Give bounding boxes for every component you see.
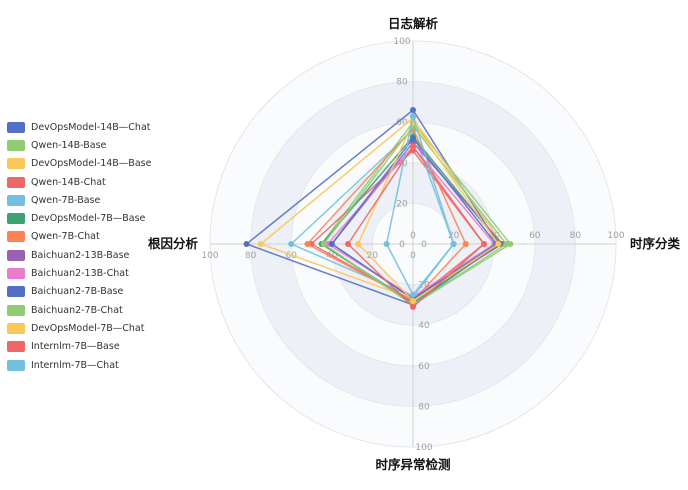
tick-label: 80	[245, 251, 257, 261]
series-point[interactable]	[462, 241, 469, 247]
legend-item[interactable]: Internlm-7B—Chat	[7, 356, 151, 374]
series-point[interactable]	[304, 241, 311, 247]
series-point[interactable]	[410, 107, 416, 114]
legend-label: Internlm-7B—Chat	[31, 359, 119, 371]
legend-swatch	[7, 341, 25, 353]
axis-name: 时序异常检测	[375, 457, 450, 472]
legend-swatch	[7, 286, 25, 298]
axis-name: 日志解析	[388, 16, 439, 31]
legend-swatch	[7, 213, 25, 225]
tick-label: 60	[396, 118, 408, 128]
series-point[interactable]	[320, 241, 327, 247]
legend-label: DevOpsModel-14B—Base	[31, 158, 152, 170]
series-point[interactable]	[257, 241, 264, 247]
series-group[interactable]	[383, 113, 457, 298]
legend-item[interactable]: Qwen-14B-Chat	[7, 173, 151, 191]
tick-label: 100	[415, 443, 432, 453]
axis-name: 时序分类	[630, 236, 681, 251]
tick-label: 20	[367, 251, 379, 261]
tick-label: 0	[421, 240, 427, 250]
legend-swatch	[7, 268, 25, 280]
legend-label: Qwen-7B-Base	[31, 194, 101, 206]
legend-label: Qwen-7B-Chat	[31, 231, 100, 243]
legend-item[interactable]: Qwen-7B-Base	[7, 191, 151, 209]
series-point[interactable]	[481, 241, 488, 247]
tick-label: 100	[201, 251, 218, 261]
legend-label: Internlm-7B—Base	[31, 341, 120, 353]
legend-item[interactable]: DevOpsModel-14B—Chat	[7, 118, 151, 136]
tick-label: 80	[570, 231, 582, 241]
legend-swatch	[7, 249, 25, 261]
legend-label: Baichuan2-13B-Base	[31, 249, 130, 261]
series-point[interactable]	[503, 241, 510, 247]
legend-swatch	[7, 322, 25, 334]
series-point[interactable]	[355, 241, 362, 247]
tick-labels: 0000202020204040404060606060808080801001…	[201, 37, 624, 453]
tick-label: 0	[410, 251, 416, 261]
series-point[interactable]	[410, 143, 416, 150]
legend-swatch	[7, 231, 25, 243]
series-point[interactable]	[410, 303, 416, 310]
series-point[interactable]	[383, 241, 390, 247]
tick-label: 80	[396, 78, 408, 88]
series-point[interactable]	[243, 241, 250, 247]
tick-label: 20	[418, 281, 430, 291]
legend-label: DevOpsModel-7B—Chat	[31, 322, 145, 334]
series-group[interactable]	[345, 143, 488, 310]
series-point[interactable]	[328, 241, 335, 247]
legend-item[interactable]: Baichuan2-13B-Base	[7, 246, 151, 264]
legend-swatch	[7, 359, 25, 371]
legend-item[interactable]: Qwen-14B-Base	[7, 136, 151, 154]
legend-swatch	[7, 139, 25, 151]
legend-swatch	[7, 194, 25, 206]
legend-swatch	[7, 158, 25, 170]
legend-item[interactable]: Baichuan2-7B-Base	[7, 283, 151, 301]
tick-label: 0	[399, 240, 405, 250]
tick-label: 40	[418, 321, 430, 331]
radar-grid	[209, 40, 617, 448]
legend-label: Baichuan2-7B-Base	[31, 286, 124, 298]
series-point[interactable]	[410, 135, 416, 142]
legend-item[interactable]: DevOpsModel-7B—Base	[7, 209, 151, 227]
series-point[interactable]	[288, 241, 295, 247]
legend-item[interactable]: DevOpsModel-14B—Base	[7, 155, 151, 173]
legend-swatch	[7, 304, 25, 316]
legend-swatch	[7, 176, 25, 188]
tick-label: 100	[393, 37, 410, 47]
legend: DevOpsModel-14B—Chat Qwen-14B-Base DevOpsM…	[7, 118, 151, 374]
legend-label: Qwen-14B-Chat	[31, 176, 106, 188]
tick-label: 100	[607, 231, 624, 241]
tick-label: 60	[418, 362, 430, 372]
legend-label: Baichuan2-13B-Chat	[31, 268, 129, 280]
legend-item[interactable]: Baichuan2-13B-Chat	[7, 264, 151, 282]
tick-label: 20	[396, 199, 408, 209]
tick-label: 60	[285, 251, 297, 261]
legend-swatch	[7, 121, 25, 133]
legend-item[interactable]: DevOpsModel-7B—Chat	[7, 319, 151, 337]
series-point[interactable]	[450, 241, 457, 247]
series-point[interactable]	[495, 241, 502, 247]
legend-item[interactable]: Internlm-7B—Base	[7, 338, 151, 356]
tick-label: 80	[418, 402, 430, 412]
legend-label: Baichuan2-7B-Chat	[31, 304, 123, 316]
legend-label: DevOpsModel-7B—Base	[31, 213, 146, 225]
legend-item[interactable]: Baichuan2-7B-Chat	[7, 301, 151, 319]
tick-label: 60	[529, 231, 541, 241]
legend-item[interactable]: Qwen-7B-Chat	[7, 228, 151, 246]
legend-label: Qwen-14B-Base	[31, 139, 107, 151]
series-point[interactable]	[410, 291, 416, 298]
series-point[interactable]	[345, 241, 352, 247]
legend-label: DevOpsModel-14B—Chat	[31, 121, 151, 133]
tick-label: 20	[448, 231, 460, 241]
series-point[interactable]	[410, 297, 416, 304]
axis-name: 根因分析	[148, 236, 199, 251]
tick-label: 0	[410, 231, 416, 241]
series-point[interactable]	[410, 113, 416, 120]
series-layer	[243, 107, 514, 310]
